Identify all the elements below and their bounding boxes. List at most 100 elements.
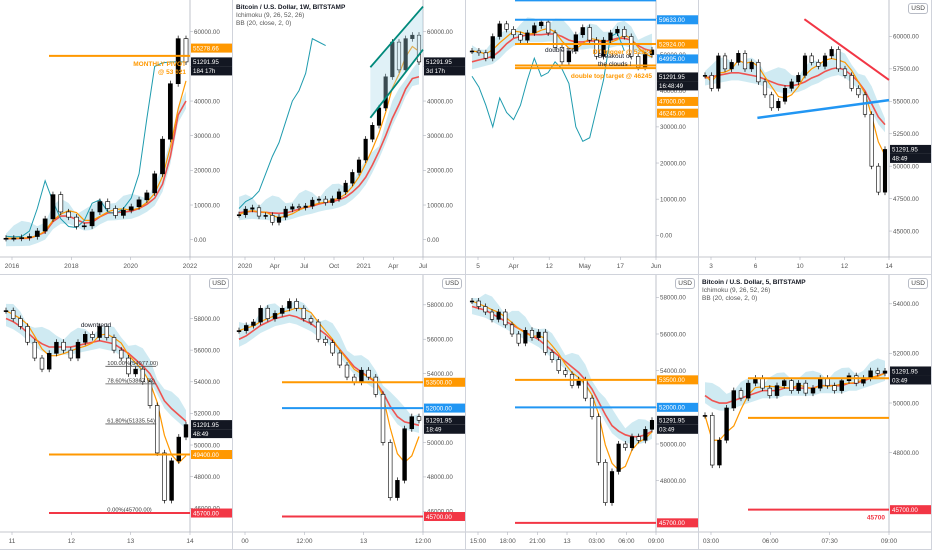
chart-panel-7[interactable]: 48000.00 50000.00 52000.00 54000.00 56000.00…	[466, 275, 699, 550]
price-label-box	[657, 15, 698, 25]
bb-basis-line	[471, 33, 653, 63]
x-tick-label: 06:00	[762, 538, 779, 545]
y-tick-label: 30000.00	[427, 133, 453, 140]
candle	[376, 107, 382, 126]
y-tick-label: 10000.00	[194, 202, 220, 209]
level-annotation: 45700	[867, 515, 885, 522]
lagging-span	[471, 32, 625, 143]
candle	[882, 370, 888, 374]
price-label-box	[657, 54, 698, 64]
y-tick-label: 47500.00	[893, 196, 919, 203]
candle	[849, 75, 854, 89]
candle	[587, 27, 592, 41]
y-tick-label: 50000.00	[893, 163, 919, 170]
currency-badge[interactable]: USD	[442, 278, 462, 289]
level-annotation: double top target @ 46245	[571, 73, 652, 80]
candle	[729, 62, 734, 70]
candle	[111, 337, 117, 351]
chart-panel-1[interactable]: 0.0010000.0020000.0030000.0040000.005000…	[0, 0, 233, 275]
price-label-box	[890, 366, 931, 376]
chart-panel-4[interactable]: 45000.00 47500.00 50000.00 52500.00 55000.00…	[699, 0, 932, 275]
chart-panel-6[interactable]: 46000.0048000.0050000.0052000.0054000.00…	[233, 275, 466, 550]
bb-basis-line	[238, 314, 420, 427]
currency-badge[interactable]: USD	[209, 278, 229, 289]
price-label: 48:49	[892, 156, 908, 163]
candle	[529, 330, 535, 338]
price-label-box	[657, 72, 698, 82]
x-tick-label: 13	[360, 538, 368, 545]
chart-panel-8[interactable]: 48000.00 50000.00 52000.00 54000.00 03:00 06:…	[699, 275, 932, 550]
candle	[649, 49, 655, 55]
candle	[236, 214, 242, 217]
candle	[18, 318, 23, 327]
candle	[504, 23, 509, 30]
candle	[387, 442, 393, 498]
price-label: 52000.00	[426, 405, 452, 412]
x-tick-label: 12	[68, 538, 76, 545]
price-label: 48:49	[193, 431, 209, 438]
candle	[310, 199, 315, 207]
candle	[489, 311, 495, 320]
candle	[722, 55, 728, 70]
candle	[356, 159, 362, 173]
price-label-box	[191, 66, 232, 76]
currency-badge[interactable]: USD	[908, 3, 928, 14]
candle	[490, 36, 495, 59]
candle	[745, 382, 751, 399]
candle	[702, 75, 708, 77]
y-tick-label: 40000.00	[427, 98, 453, 105]
y-tick-label: 56000.00	[427, 337, 453, 344]
candle	[403, 38, 408, 71]
candle	[536, 331, 541, 338]
currency-badge[interactable]: USD	[908, 278, 928, 289]
price-label-box	[657, 108, 698, 118]
candle	[176, 436, 182, 462]
candle	[516, 333, 521, 344]
conversion-line	[471, 300, 653, 471]
candle	[623, 443, 628, 448]
chart-panel-2[interactable]: 0.0010000.0020000.0030000.0040000.005000…	[233, 0, 466, 275]
price-label-box	[890, 144, 931, 154]
x-tick-label: 18:00	[500, 538, 517, 545]
price-label-box	[657, 375, 698, 385]
chart-panel-5[interactable]: 46000.0048000.0050000.0052000.0054000.00…	[0, 275, 233, 550]
y-tick-label: 40000.00	[194, 98, 220, 105]
candle	[140, 368, 146, 383]
candle	[3, 310, 9, 312]
candle	[11, 237, 17, 240]
candle	[373, 376, 379, 395]
chart-svg: 46000.0048000.0050000.0052000.0054000.00…	[233, 275, 465, 545]
price-label-box	[890, 153, 931, 163]
candle	[842, 68, 848, 76]
candle	[42, 218, 48, 232]
y-tick-label: 50000.00	[427, 440, 453, 447]
currency-badge[interactable]: USD	[675, 278, 695, 289]
candle	[336, 191, 342, 200]
candle	[344, 364, 350, 378]
price-label-box	[191, 57, 232, 67]
y-tick-label: 58000.00	[194, 316, 220, 323]
candle	[97, 326, 102, 338]
y-tick-label: 48000.00	[427, 474, 453, 481]
x-tick-label: Jun	[651, 263, 662, 270]
candle	[556, 359, 561, 371]
price-label-box	[424, 57, 465, 67]
candle	[636, 436, 641, 441]
candle	[160, 138, 165, 175]
candle	[251, 321, 256, 326]
price-label: 51291.95	[892, 368, 918, 375]
chart-panel-3[interactable]: 0.0010000.0020000.0030000.0040000.005000…	[466, 0, 699, 275]
price-label: 49400.00	[193, 452, 219, 459]
candle	[169, 460, 174, 501]
x-tick-label: 12:00	[296, 538, 313, 545]
fib-level-label: 78.60%(53867.53)	[107, 378, 155, 384]
price-label: 52924.00	[659, 41, 685, 48]
y-tick-label: 45000.00	[893, 228, 919, 235]
candle	[573, 34, 578, 52]
price-label: 46245.00	[659, 110, 685, 117]
x-tick-label: Apr	[388, 263, 399, 270]
candle	[3, 237, 9, 240]
conversion-line	[238, 45, 420, 219]
candle	[608, 32, 613, 41]
